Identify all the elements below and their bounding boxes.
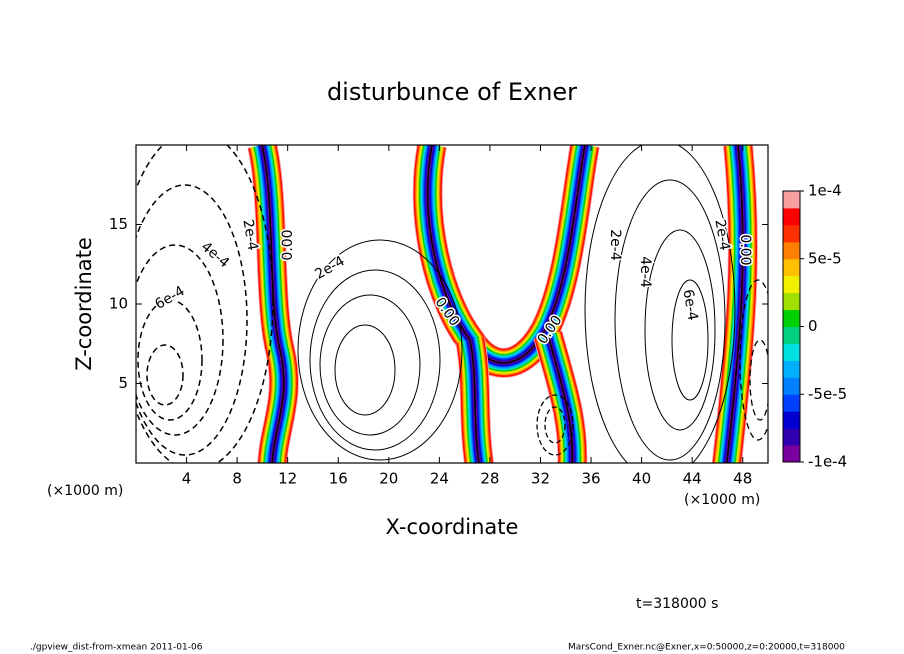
x-tick-label: 40 [632, 470, 651, 488]
colorbar-cell [783, 224, 800, 243]
contour-label: 0.00 [737, 234, 753, 265]
x-tick-label: 24 [430, 470, 449, 488]
colorbar-cell [783, 326, 800, 344]
y-tick-label: 5 [118, 374, 128, 392]
colorbar-cell [783, 394, 800, 412]
colorbar-cell [783, 309, 800, 327]
x-tick-label: 28 [480, 470, 499, 488]
contour-label: 6e-4 [679, 288, 700, 322]
contour-label: 6e-4 [152, 283, 187, 313]
y-tick-label: 15 [109, 215, 128, 233]
contour-label: 2e-4 [711, 218, 732, 252]
contour-line [309, 269, 441, 451]
x-tick-label: 36 [581, 470, 600, 488]
x-tick-label: 44 [683, 470, 702, 488]
y-tick-label: 10 [109, 295, 128, 313]
zero-contour [469, 339, 480, 463]
colorbar-cell [783, 377, 800, 395]
contour-line [544, 406, 566, 444]
contour-line [749, 339, 768, 421]
x-unit-label: (×1000 m) [684, 492, 760, 508]
footer-left: ./gpview_dist-from-xmean 2011-01-06 [30, 643, 203, 653]
contour-line [136, 244, 224, 436]
contour-line [297, 239, 463, 461]
x-tick-label: 4 [182, 470, 192, 488]
colorbar-cell [783, 258, 800, 277]
annotation: t=318000 s [636, 596, 718, 612]
colorbar-cell [783, 428, 800, 446]
contour-line [146, 344, 184, 406]
contour-line [671, 279, 709, 401]
zero-contour [547, 334, 574, 463]
contour-label: 4e-4 [198, 239, 232, 272]
zero-contour [725, 145, 744, 463]
zero-contour [261, 145, 285, 463]
contour-line [137, 299, 203, 421]
colorbar-cell [783, 343, 800, 361]
contour-label: 0.00 [280, 229, 296, 260]
colorbar-tick-label: 1e-4 [808, 182, 842, 200]
footer-right: MarsCond_Exner.nc@Exner,x=0:50000,z=0:20… [568, 643, 845, 653]
zero-contour [426, 145, 586, 364]
contour-field [136, 145, 768, 463]
contour-line [536, 394, 574, 456]
contour-line [136, 184, 248, 456]
contour-label: 2e-4 [607, 229, 623, 261]
contour-line [739, 279, 768, 441]
colorbar-tick-label: -5e-5 [808, 385, 847, 403]
x-tick-label: 16 [329, 470, 348, 488]
contour-line [614, 179, 726, 461]
x-tick-label: 32 [531, 470, 550, 488]
x-tick-label: 12 [278, 470, 297, 488]
colorbar-cell [783, 241, 800, 260]
contour-line [334, 324, 396, 416]
contour-label: 4e-4 [637, 256, 653, 288]
contour-label: 2e-4 [312, 253, 347, 283]
colorbar-cell [783, 275, 800, 294]
x-tick-label: 48 [733, 470, 752, 488]
contour-line [319, 294, 421, 436]
x-tick-label: 8 [232, 470, 242, 488]
contour-line [584, 145, 736, 463]
colorbar-cell [783, 191, 800, 209]
colorbar-tick-label: -1e-4 [808, 453, 847, 471]
x-axis-label: X-coordinate [386, 515, 519, 539]
contour-line [644, 229, 716, 431]
chart-title: disturbunce of Exner [327, 78, 577, 106]
x-unit-label: (×1000 m) [47, 483, 123, 499]
colorbar-tick-label: 5e-5 [808, 249, 842, 267]
contour-line [136, 145, 274, 463]
colorbar-cell [783, 411, 800, 429]
y-axis-label: Z-coordinate [72, 237, 96, 371]
colorbar-cell [783, 360, 800, 378]
x-tick-label: 20 [379, 470, 398, 488]
colorbar-cell [783, 292, 800, 311]
colorbar-cell [783, 207, 800, 226]
colorbar-tick-label: 0 [808, 317, 818, 335]
colorbar-cell [783, 445, 800, 463]
